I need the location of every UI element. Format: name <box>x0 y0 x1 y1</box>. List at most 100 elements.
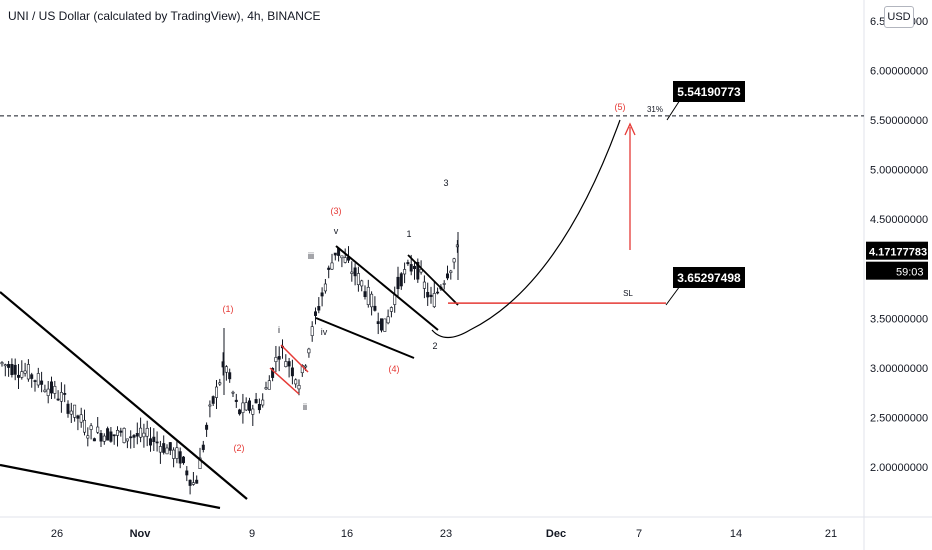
candle-body <box>409 264 413 272</box>
candle-body <box>63 393 67 395</box>
candle-body <box>426 291 430 298</box>
chart-title: UNI / US Dollar (calculated by TradingVi… <box>8 9 321 23</box>
candle-body <box>112 434 116 437</box>
candle-body <box>119 430 123 433</box>
candle-body <box>89 425 93 430</box>
candle-body <box>224 366 228 373</box>
candle-body <box>416 261 420 280</box>
candle-body <box>360 280 364 287</box>
candle-body <box>26 364 30 380</box>
candle-body <box>241 402 245 413</box>
candle-body <box>449 270 453 273</box>
candle-body <box>370 293 374 308</box>
price-tick-label: 2.50000000 <box>870 412 928 424</box>
candle-body <box>403 269 407 275</box>
candle-body <box>165 447 169 455</box>
candle-body <box>106 428 110 441</box>
candle-body <box>323 283 327 292</box>
candle-body <box>69 410 73 415</box>
price-tick-label: 2.00000000 <box>870 462 928 474</box>
candle-body <box>290 367 294 377</box>
candle-body <box>248 400 252 411</box>
candle-body <box>92 438 96 442</box>
candle-body <box>201 444 205 450</box>
candle-body <box>86 435 90 439</box>
candle-body <box>96 426 100 433</box>
candle-body <box>363 291 367 298</box>
time-tick-label: 16 <box>341 528 353 540</box>
candle-body <box>313 311 317 316</box>
flag-small-line <box>407 254 459 306</box>
candle-body <box>399 273 403 287</box>
target-callout-pointer <box>666 99 681 121</box>
wave-label-black: v <box>334 226 339 236</box>
candle-body <box>215 386 219 398</box>
flag-upper-line <box>280 344 309 373</box>
candle-body <box>264 387 268 390</box>
time-tick-label: 9 <box>249 528 255 540</box>
sl-callout-pointer <box>665 285 681 306</box>
wave-label-red: (1) <box>223 304 234 314</box>
candle-body <box>158 446 162 453</box>
candle-body <box>185 470 189 476</box>
price-axis[interactable]: 6.500000006.000000005.500000005.00000000… <box>866 16 928 474</box>
candle-body <box>234 399 238 402</box>
countdown-label: 59:03 <box>896 267 924 279</box>
sl-callout-box <box>673 267 745 288</box>
channel-lower-line <box>315 317 415 359</box>
candle-body <box>231 391 235 394</box>
wave-label-black: iv <box>321 327 328 337</box>
candle-body <box>76 415 80 419</box>
candles-layer <box>0 232 459 495</box>
callouts-layer: 5.54190773 3.65297498 <box>665 81 745 306</box>
candle-body <box>304 365 308 368</box>
candle-body <box>455 244 459 248</box>
time-axis[interactable]: 26 Nov 9 16 23 Dec 7 14 21 <box>51 528 837 540</box>
candle-body <box>175 447 179 459</box>
wave-label-red: (4) <box>389 364 400 374</box>
target-callout-box <box>673 81 745 102</box>
candle-body <box>442 283 446 285</box>
time-tick-label: 23 <box>440 528 452 540</box>
candle-body <box>254 399 258 404</box>
current-price-label: 4.17177783 <box>869 247 927 259</box>
candle-body <box>145 427 149 437</box>
candle-body <box>373 305 377 311</box>
time-tick-label: Nov <box>130 528 152 540</box>
candle-body <box>340 255 344 259</box>
projection-curve <box>431 119 621 339</box>
candle-body <box>350 271 354 274</box>
price-tick-label: 5.50000000 <box>870 115 928 127</box>
candle-body <box>396 276 400 290</box>
price-tick-label: 6.00000000 <box>870 65 928 77</box>
candle-body <box>297 385 301 390</box>
wave-label-black: 2 <box>432 341 437 351</box>
candle-body <box>40 380 44 385</box>
currency-button[interactable]: USD <box>884 6 914 28</box>
candle-body <box>353 267 357 277</box>
percent-text: 31% <box>647 105 663 114</box>
candle-body <box>379 318 383 331</box>
candle-body <box>43 389 47 392</box>
candle-body <box>267 380 271 390</box>
time-tick-label: 7 <box>636 528 642 540</box>
candle-body <box>13 364 17 375</box>
candle-body <box>376 321 380 325</box>
candle-body <box>422 281 426 289</box>
candle-body <box>102 435 106 442</box>
candle-body <box>320 292 324 297</box>
candle-body <box>274 357 278 362</box>
target-arrow-head <box>624 122 636 136</box>
candle-body <box>172 449 176 459</box>
candle-body <box>7 364 11 368</box>
candle-body <box>83 419 87 433</box>
candle-body <box>20 371 24 378</box>
wave-label-black: ii <box>303 402 307 412</box>
candle-body <box>125 438 129 442</box>
price-tick-label: 5.00000000 <box>870 165 928 177</box>
candle-body <box>271 368 275 378</box>
candle-body <box>142 432 146 438</box>
candle-body <box>277 356 281 360</box>
